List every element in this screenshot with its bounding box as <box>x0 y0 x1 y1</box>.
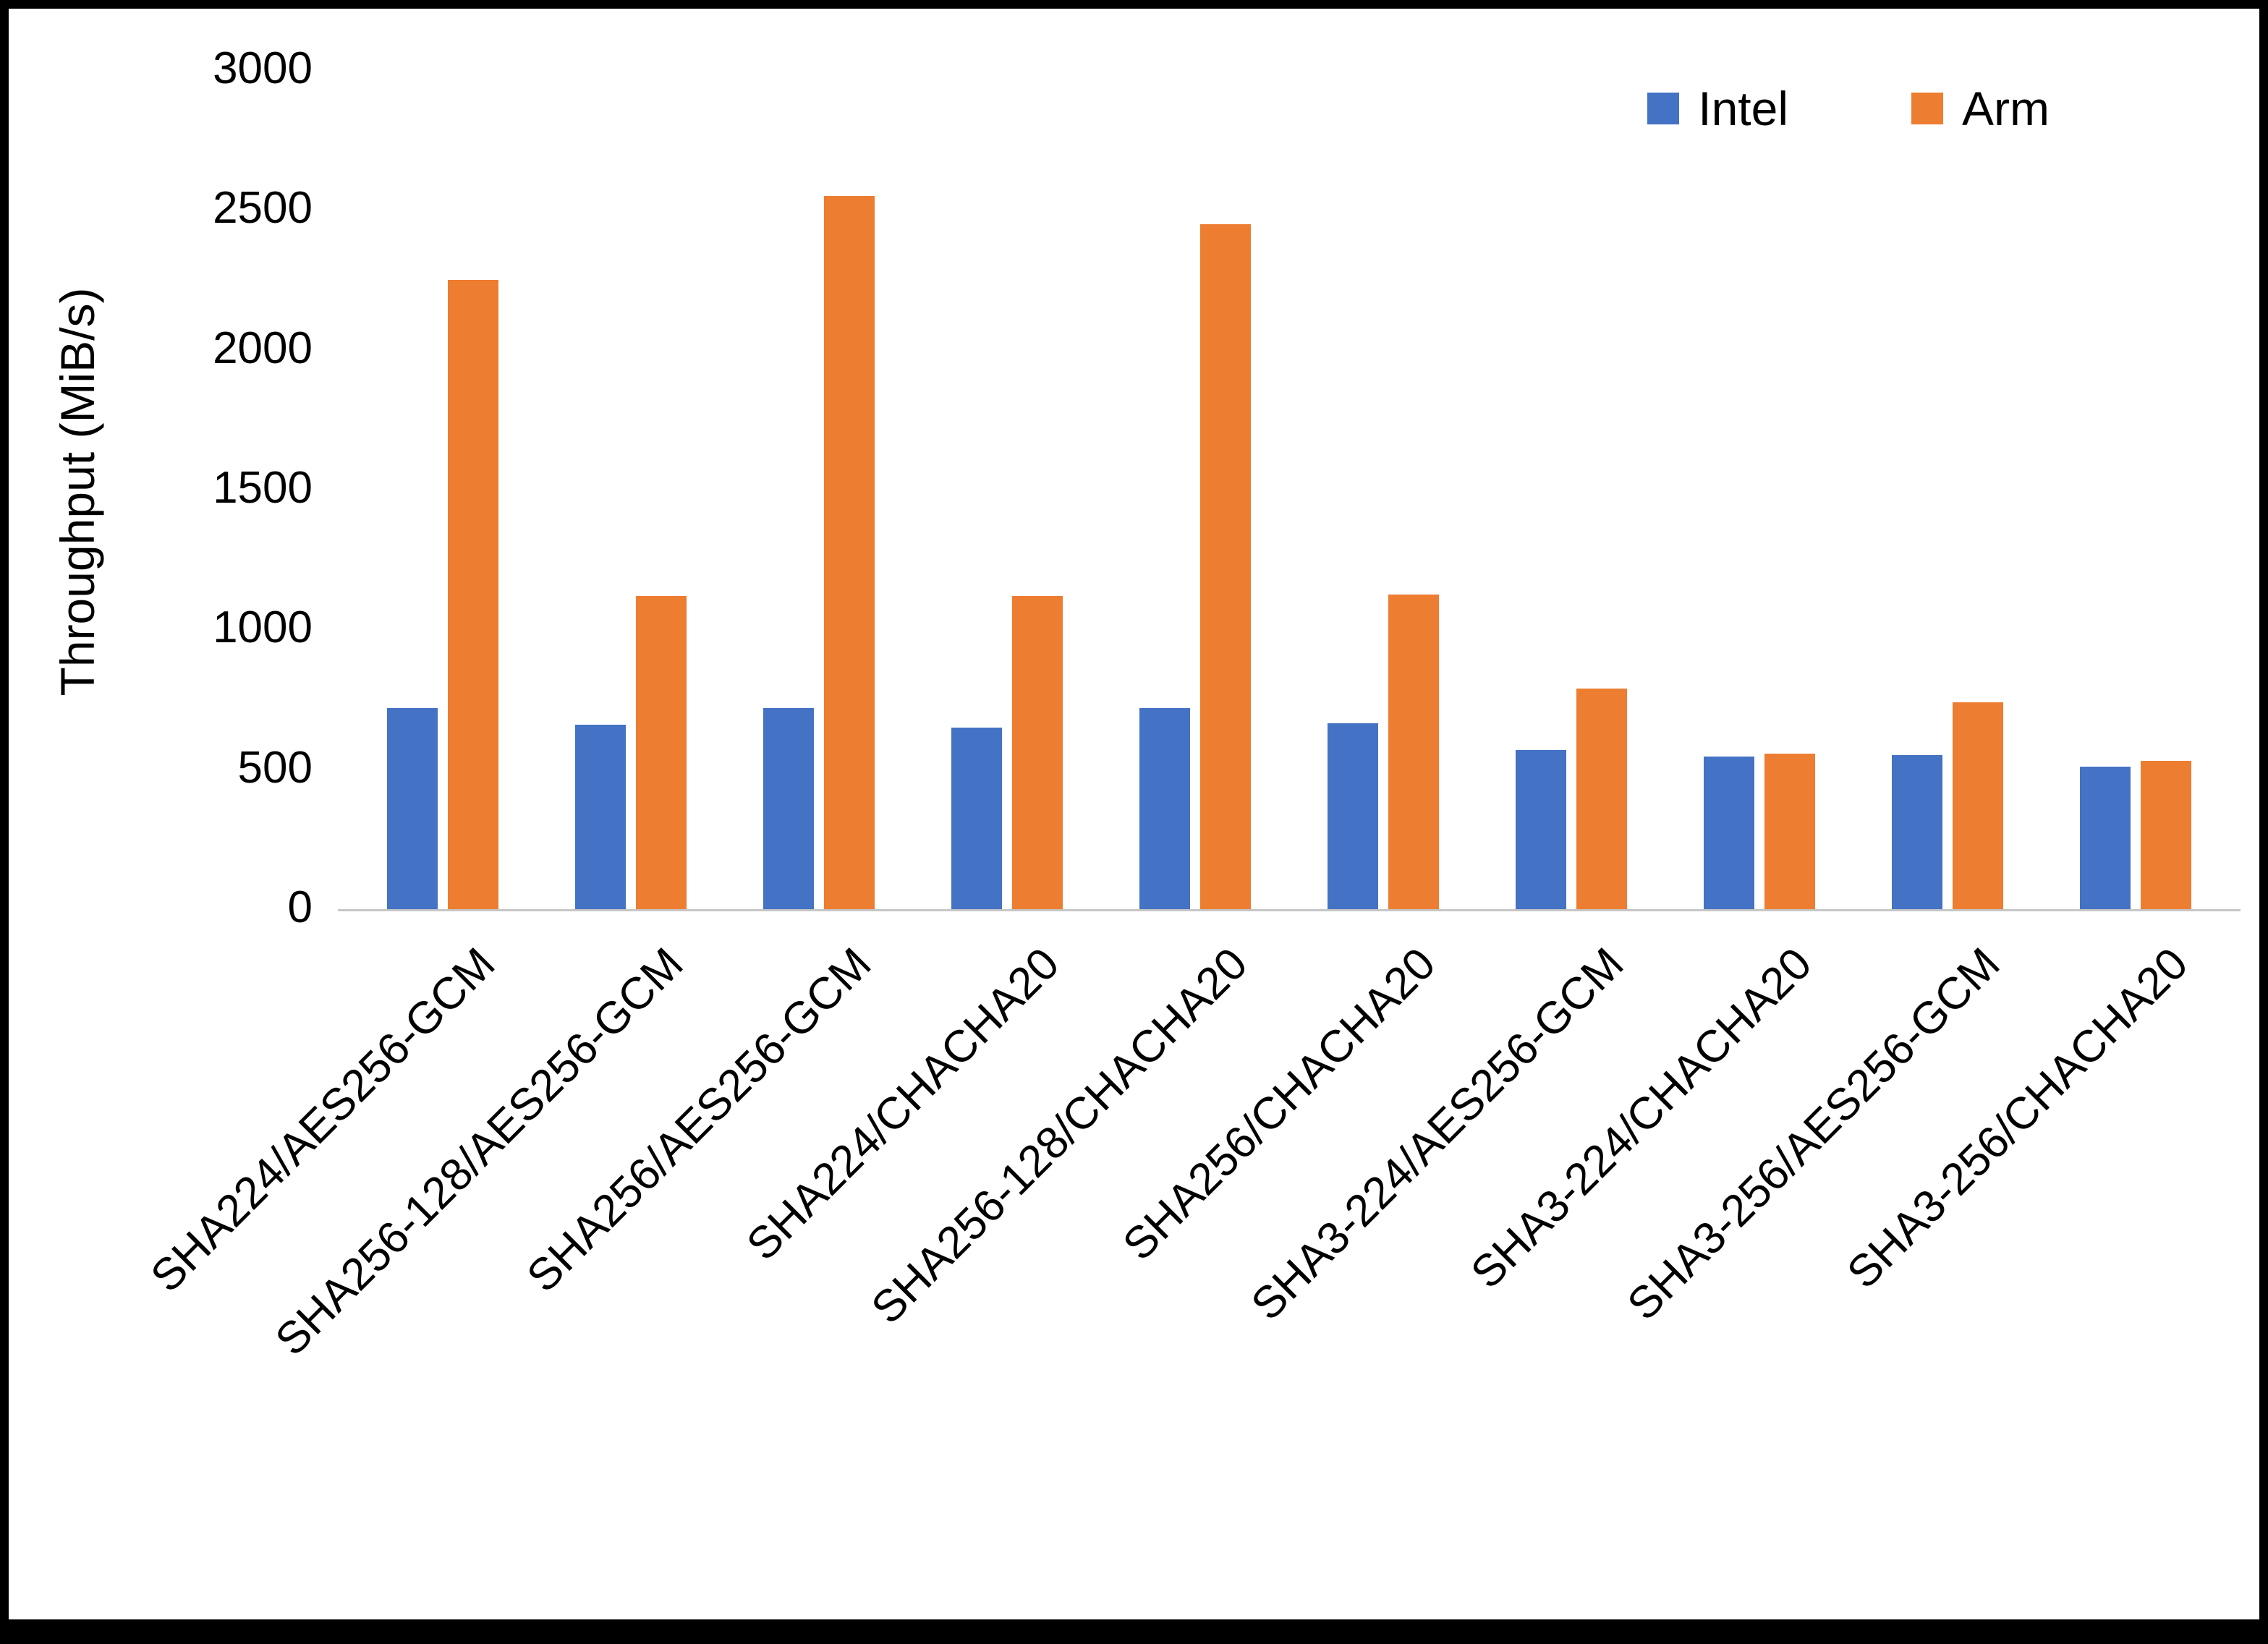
x-axis-label: SHA256/AES256-GCM <box>517 938 881 1302</box>
bar-intel-5 <box>1328 723 1378 909</box>
bar-arm-8 <box>1953 702 2003 909</box>
legend-swatch-arm <box>1911 93 1944 124</box>
legend: Intel Arm <box>1647 81 2050 136</box>
bar-chart: Throughput (MiB/s) 0 500 1000 1500 2000 2500 3… <box>9 9 2259 1619</box>
y-tick-label: 2000 <box>213 323 313 373</box>
y-tick-label: 1500 <box>213 463 313 513</box>
x-axis-line <box>338 909 2241 911</box>
bar-arm-0 <box>448 280 498 909</box>
y-tick-label: 1000 <box>213 602 313 653</box>
bar-intel-4 <box>1139 707 1190 909</box>
legend-swatch-intel <box>1647 93 1680 124</box>
legend-item-intel: Intel <box>1647 81 1788 136</box>
x-axis-label: SHA224/CHACHA20 <box>737 938 1069 1270</box>
bar-arm-4 <box>1200 223 1251 909</box>
y-tick-label: 500 <box>237 742 313 793</box>
x-axis-label: SHA3-256/CHACHA20 <box>1838 938 2198 1298</box>
bar-arm-9 <box>2141 761 2191 909</box>
bar-arm-1 <box>636 595 687 909</box>
bar-intel-1 <box>575 724 626 909</box>
legend-label: Arm <box>1962 82 2050 135</box>
bar-intel-7 <box>1704 757 1754 909</box>
bar-arm-2 <box>824 196 875 909</box>
legend-label: Intel <box>1698 82 1789 135</box>
bar-intel-9 <box>2080 766 2131 909</box>
bar-intel-6 <box>1516 749 1566 909</box>
x-axis-label: SHA3-224/AES256-GCM <box>1241 938 1634 1330</box>
y-tick-label: 0 <box>287 882 313 932</box>
bar-intel-3 <box>951 727 1002 909</box>
plot-area <box>349 70 2230 909</box>
x-axis-label: SHA224/AES256-GCM <box>141 938 505 1302</box>
x-axis-label: SHA256-128/AES256-GCM <box>266 938 693 1366</box>
y-tick-label: 2500 <box>213 183 313 234</box>
bar-arm-6 <box>1576 688 1627 909</box>
y-tick-label: 3000 <box>213 43 313 93</box>
x-axis-label: SHA3-224/CHACHA20 <box>1461 938 1822 1298</box>
bar-intel-0 <box>387 707 438 909</box>
x-axis-label: SHA256-128/CHACHA20 <box>862 938 1257 1334</box>
bar-arm-7 <box>1764 754 1815 909</box>
bar-arm-5 <box>1388 595 1439 909</box>
bar-arm-3 <box>1012 595 1063 909</box>
bar-intel-2 <box>763 707 814 909</box>
x-axis-label: SHA256/CHACHA20 <box>1113 938 1445 1270</box>
bar-intel-8 <box>1892 755 1942 909</box>
x-axis-label: SHA3-256/AES256-GCM <box>1618 938 2010 1330</box>
legend-item-arm: Arm <box>1911 81 2050 136</box>
